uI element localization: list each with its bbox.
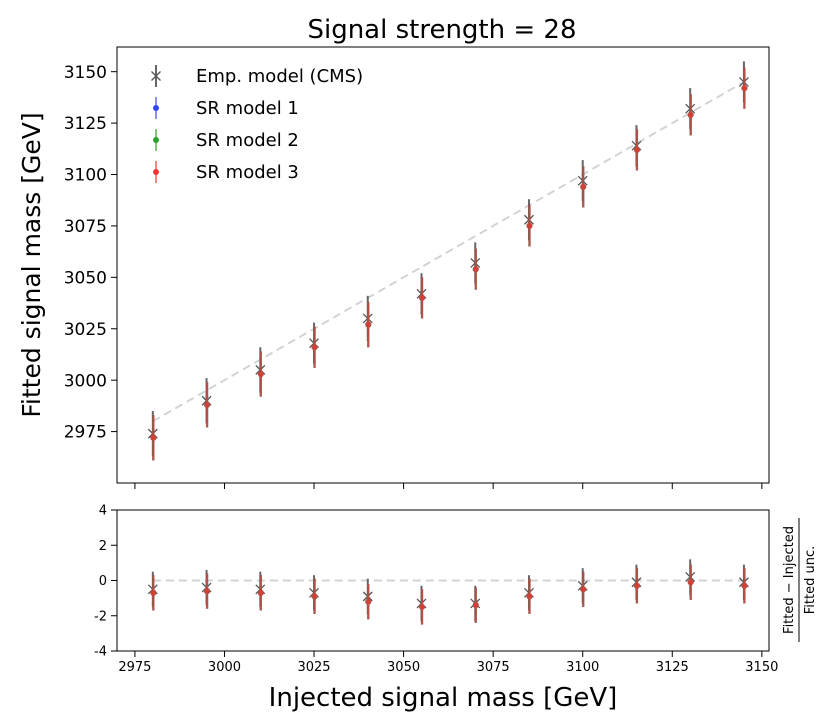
main-point-sr3 [687,111,694,118]
ratio-point-sr3 [580,586,587,593]
legend-item: SR model 2 [153,129,299,151]
x-tick-label: 3050 [387,660,420,675]
legend-label: Emp. model (CMS) [196,66,363,87]
ratio-y-tick-label: -4 [94,645,107,660]
ratio-point-sr3 [526,593,533,600]
ratio-point-sr3 [311,593,318,600]
ratio-panel: -4 -2 0 2 4 2975 3000 3025 3050 3075 3100 3125 3150 [94,504,778,675]
main-point-sr3 [741,85,748,92]
x-tick-label: 3125 [656,660,689,675]
x-tick-label: 3000 [208,660,241,675]
ratio-y-axis-label: Fitted − Injected Fitted unc. [782,518,818,642]
main-y-tick-label: 3125 [64,114,107,134]
main-panel: 2975 3000 3025 3050 3075 3100 3125 3150 [64,46,770,489]
legend-item: SR model 1 [153,97,299,119]
main-y-tick-label: 3050 [64,268,107,288]
x-tick-label: 3150 [745,660,778,675]
legend-dot-marker [153,169,159,175]
main-y-axis-label: Fitted signal mass [GeV] [17,112,46,417]
ratio-point-sr3 [633,582,640,589]
main-y-tick-label: 3100 [64,166,107,186]
main-point-sr3 [257,371,264,377]
ratio-y-tick-label: 2 [99,539,107,554]
main-y-tick-label: 3000 [64,371,107,391]
ratio-point-sr3 [741,582,748,589]
main-point-sr3 [472,266,479,273]
diagonal-reference-line [152,79,749,423]
ratio-point-sr3 [204,588,211,595]
ratio-point-sr3 [472,602,479,609]
main-point-sr3 [150,434,157,441]
x-tick-label: 3075 [477,660,510,675]
ratio-point-sr3 [687,579,694,586]
ratio-y-label-numerator: Fitted − Injected [782,526,797,634]
main-point-sr3 [311,344,318,351]
main-y-tick-label: 3025 [64,320,107,340]
ratio-y-tick-label: -2 [94,609,107,624]
ratio-point-sr3 [419,603,426,610]
x-axis-label: Injected signal mass [GeV] [269,683,618,713]
main-y-tick-label: 2975 [64,423,107,443]
x-tick-label: 3025 [297,660,330,675]
main-y-tick-label: 3075 [64,217,107,237]
legend-label: SR model 3 [196,162,299,183]
main-plot-frame [116,46,770,484]
main-y-tick-label: 3150 [64,63,107,83]
main-point-sr3 [365,321,372,328]
main-point-sr3 [580,183,587,190]
ratio-point-sr3 [257,589,264,596]
legend-label: SR model 2 [196,130,299,151]
main-point-sr3 [419,294,426,301]
main-point-sr3 [204,401,211,408]
legend: Emp. model (CMS) SR model 1 SR model 2 SR m… [151,65,363,183]
legend-dot-marker [153,105,159,111]
ratio-y-label-denominator: Fitted unc. [803,546,818,614]
ratio-point-sr3 [150,589,157,596]
chart-title: Signal strength = 28 [307,15,576,45]
legend-item: Emp. model (CMS) [151,65,363,87]
ratio-y-tick-label: 0 [99,574,107,589]
ratio-point-sr3 [365,598,372,605]
main-point-sr3 [526,222,533,229]
x-tick-label: 2975 [118,660,151,675]
main-point-sr3 [633,146,640,153]
legend-item: SR model 3 [153,161,299,183]
legend-dot-marker [153,137,159,143]
x-tick-label: 3100 [566,660,599,675]
ratio-y-tick-label: 4 [99,504,107,519]
legend-x-marker [151,71,161,81]
legend-label: SR model 1 [196,98,299,119]
